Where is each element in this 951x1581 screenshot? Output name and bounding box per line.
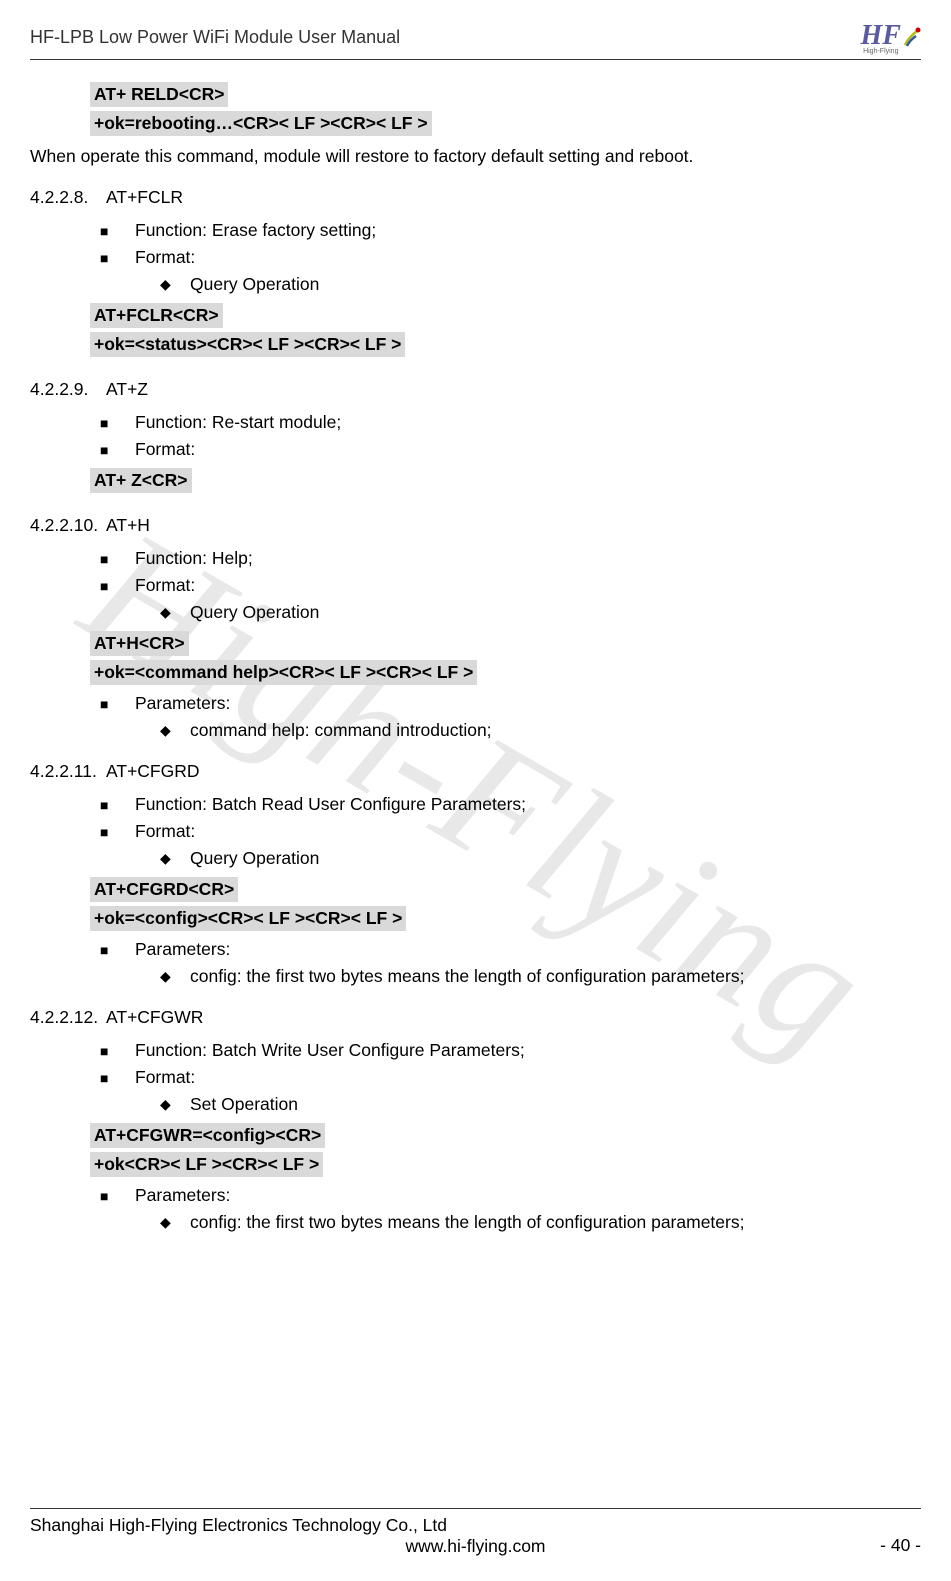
list-item: Parameters: config: the first two bytes … — [100, 939, 921, 987]
list-item-text: Parameters: — [135, 1185, 230, 1205]
list-item: Set Operation — [160, 1094, 921, 1115]
code-line: AT+FCLR<CR> — [90, 303, 223, 328]
list-item: Parameters: config: the first two bytes … — [100, 1185, 921, 1233]
bullet-list: Function: Erase factory setting; Format:… — [100, 220, 921, 295]
bullet-list: Parameters: command help: command introd… — [100, 693, 921, 741]
code-line: +ok<CR>< LF ><CR>< LF > — [90, 1152, 323, 1177]
intro-code-block: AT+ RELD<CR> +ok=rebooting…<CR>< LF ><CR… — [90, 80, 921, 138]
code-line: +ok=<status><CR>< LF ><CR>< LF > — [90, 332, 405, 357]
list-item: Function: Batch Write User Configure Par… — [100, 1040, 921, 1061]
section-number: 4.2.2.9. — [30, 379, 106, 400]
header-logo: HF High-Flying — [861, 20, 921, 55]
logo-hf-text: HF — [861, 20, 901, 51]
code-line: AT+ RELD<CR> — [90, 82, 228, 107]
list-item: Format: Query Operation — [100, 821, 921, 869]
main-content: HF-LPB Low Power WiFi Module User Manual… — [30, 20, 921, 1233]
list-item-text: Format: — [135, 247, 195, 267]
page-header: HF-LPB Low Power WiFi Module User Manual… — [30, 20, 921, 60]
section-title: AT+FCLR — [106, 187, 183, 208]
list-item: Function: Re-start module; — [100, 412, 921, 433]
code-line: AT+H<CR> — [90, 631, 189, 656]
list-item: Format: — [100, 439, 921, 460]
list-item: Function: Help; — [100, 548, 921, 569]
section-title: AT+H — [106, 515, 150, 536]
list-item: Query Operation — [160, 848, 921, 869]
bullet-list: Function: Help; Format: Query Operation — [100, 548, 921, 623]
bullet-list: Function: Batch Write User Configure Par… — [100, 1040, 921, 1115]
section-heading: 4.2.2.11. AT+CFGRD — [30, 761, 921, 782]
section-title: AT+Z — [106, 379, 148, 400]
diamond-list: Query Operation — [160, 274, 921, 295]
page-footer: Shanghai High-Flying Electronics Technol… — [30, 1508, 921, 1556]
section-heading: 4.2.2.12. AT+CFGWR — [30, 1007, 921, 1028]
code-block-group: AT+H<CR> +ok=<command help><CR>< LF ><CR… — [90, 629, 921, 687]
bullet-list: Function: Re-start module; Format: — [100, 412, 921, 460]
logo-subtitle: High-Flying — [861, 48, 901, 55]
section-heading: 4.2.2.8. AT+FCLR — [30, 187, 921, 208]
intro-paragraph: When operate this command, module will r… — [30, 146, 921, 167]
code-line: AT+CFGWR=<config><CR> — [90, 1123, 325, 1148]
code-line: AT+CFGRD<CR> — [90, 877, 238, 902]
list-item: Function: Erase factory setting; — [100, 220, 921, 241]
code-line: +ok=<config><CR>< LF ><CR>< LF > — [90, 906, 406, 931]
list-item: Parameters: command help: command introd… — [100, 693, 921, 741]
bullet-list: Function: Batch Read User Configure Para… — [100, 794, 921, 869]
section-heading: 4.2.2.10. AT+H — [30, 515, 921, 536]
list-item: Function: Batch Read User Configure Para… — [100, 794, 921, 815]
code-block-group: AT+CFGWR=<config><CR> +ok<CR>< LF ><CR><… — [90, 1121, 921, 1179]
diamond-list: Query Operation — [160, 848, 921, 869]
section-title: AT+CFGWR — [106, 1007, 203, 1028]
section-number: 4.2.2.11. — [30, 761, 106, 782]
list-item-text: Format: — [135, 575, 195, 595]
diamond-list: config: the first two bytes means the le… — [160, 966, 921, 987]
section-number: 4.2.2.12. — [30, 1007, 106, 1028]
section-number: 4.2.2.8. — [30, 187, 106, 208]
list-item-text: Parameters: — [135, 939, 230, 959]
logo-wave-icon — [903, 27, 921, 49]
bullet-list: Parameters: config: the first two bytes … — [100, 1185, 921, 1233]
diamond-list: Set Operation — [160, 1094, 921, 1115]
code-line: +ok=rebooting…<CR>< LF ><CR>< LF > — [90, 111, 432, 136]
code-block-group: AT+FCLR<CR> +ok=<status><CR>< LF ><CR>< … — [90, 301, 921, 359]
list-item: Query Operation — [160, 274, 921, 295]
diamond-list: Query Operation — [160, 602, 921, 623]
header-title: HF-LPB Low Power WiFi Module User Manual — [30, 27, 400, 48]
diamond-list: command help: command introduction; — [160, 720, 921, 741]
list-item: Format: Query Operation — [100, 575, 921, 623]
section-title: AT+CFGRD — [106, 761, 200, 782]
code-line: AT+ Z<CR> — [90, 468, 192, 493]
section-number: 4.2.2.10. — [30, 515, 106, 536]
list-item: Format: Query Operation — [100, 247, 921, 295]
code-block-group: AT+ Z<CR> — [90, 466, 921, 495]
footer-company: Shanghai High-Flying Electronics Technol… — [30, 1515, 921, 1536]
list-item-text: Format: — [135, 1067, 195, 1087]
code-line: +ok=<command help><CR>< LF ><CR>< LF > — [90, 660, 477, 685]
list-item: config: the first two bytes means the le… — [160, 966, 921, 987]
list-item-text: Parameters: — [135, 693, 230, 713]
diamond-list: config: the first two bytes means the le… — [160, 1212, 921, 1233]
section-heading: 4.2.2.9. AT+Z — [30, 379, 921, 400]
list-item: Format: Set Operation — [100, 1067, 921, 1115]
list-item-text: Format: — [135, 821, 195, 841]
list-item: Query Operation — [160, 602, 921, 623]
list-item: command help: command introduction; — [160, 720, 921, 741]
bullet-list: Parameters: config: the first two bytes … — [100, 939, 921, 987]
list-item: config: the first two bytes means the le… — [160, 1212, 921, 1233]
page-body: AT+ RELD<CR> +ok=rebooting…<CR>< LF ><CR… — [30, 80, 921, 1233]
code-block-group: AT+CFGRD<CR> +ok=<config><CR>< LF ><CR><… — [90, 875, 921, 933]
